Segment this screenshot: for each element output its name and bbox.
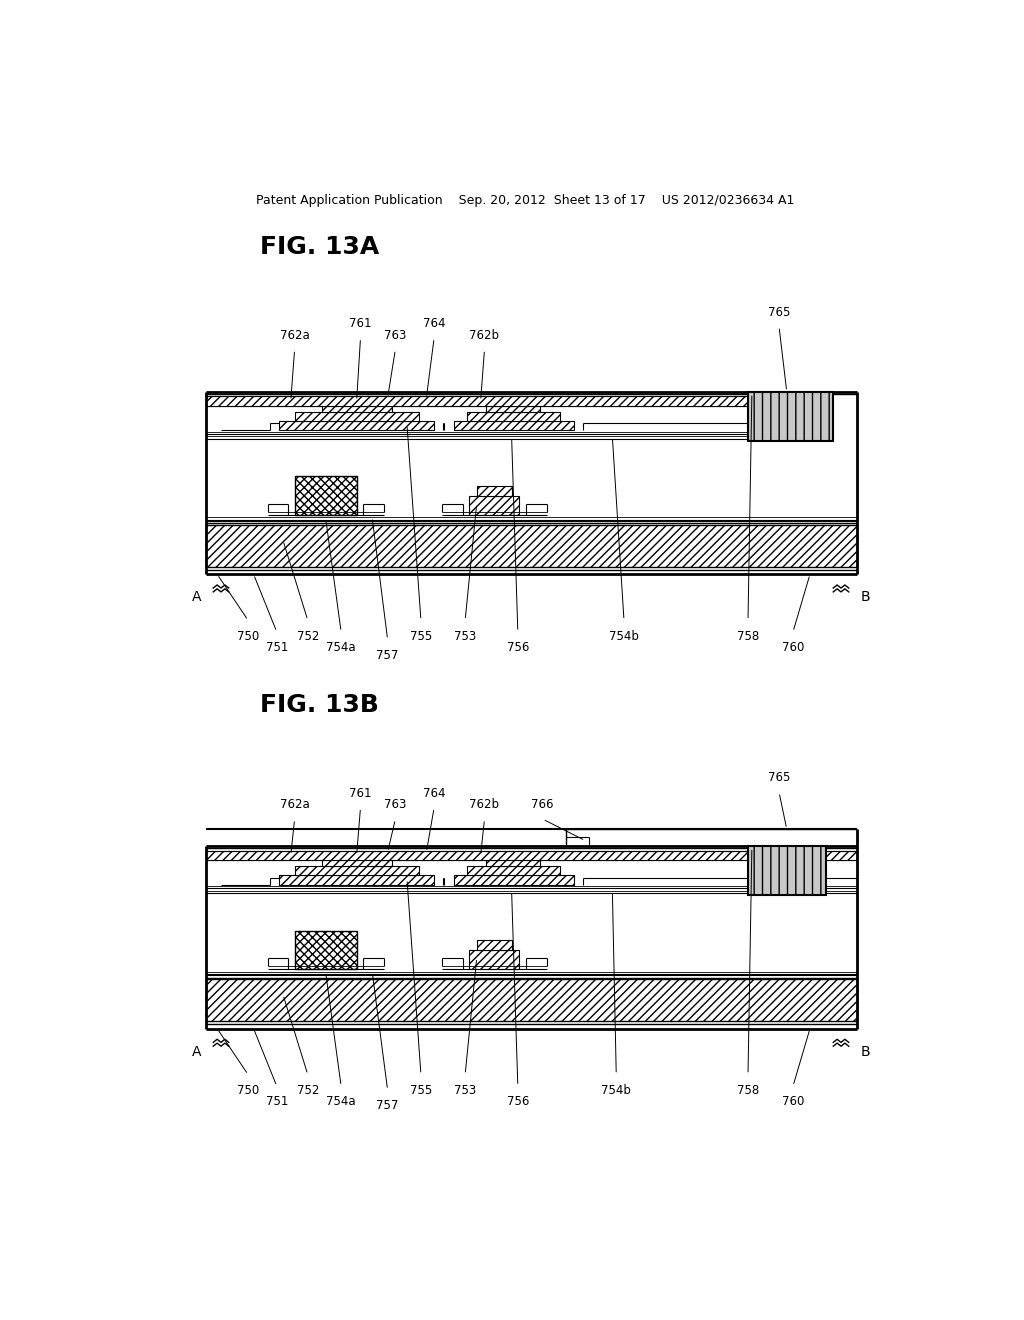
Text: FIG. 13A: FIG. 13A — [260, 235, 379, 259]
Text: 750: 750 — [237, 630, 259, 643]
Text: 755: 755 — [410, 630, 432, 643]
Bar — [469, 950, 519, 969]
Bar — [477, 486, 512, 496]
Text: 762a: 762a — [280, 329, 309, 342]
Text: 758: 758 — [737, 630, 759, 643]
Bar — [486, 404, 541, 412]
Bar — [748, 392, 834, 441]
Text: 751: 751 — [265, 1096, 288, 1109]
Text: A: A — [193, 1044, 202, 1059]
Text: 761: 761 — [349, 317, 372, 330]
Bar — [206, 979, 856, 1020]
Text: 753: 753 — [454, 630, 476, 643]
Bar — [748, 846, 825, 895]
Text: 763: 763 — [384, 799, 407, 812]
Bar — [295, 412, 419, 421]
Text: 765: 765 — [768, 771, 791, 784]
Text: Patent Application Publication    Sep. 20, 2012  Sheet 13 of 17    US 2012/02366: Patent Application Publication Sep. 20, … — [256, 194, 794, 207]
Text: B: B — [860, 590, 870, 605]
Text: 763: 763 — [384, 329, 407, 342]
Text: 756: 756 — [507, 642, 529, 655]
Text: A: A — [193, 590, 202, 605]
Text: 757: 757 — [377, 1100, 398, 1113]
Bar — [206, 396, 748, 405]
Text: 762a: 762a — [280, 799, 309, 812]
Bar — [486, 858, 541, 866]
Text: FIG. 13B: FIG. 13B — [260, 693, 379, 717]
Text: 760: 760 — [781, 642, 804, 655]
Bar — [206, 525, 856, 566]
Text: 757: 757 — [377, 649, 398, 661]
Bar — [280, 875, 434, 884]
Text: 762b: 762b — [469, 799, 500, 812]
Text: 754a: 754a — [327, 642, 356, 655]
Bar — [469, 496, 519, 515]
Bar — [454, 421, 573, 430]
Bar — [280, 421, 434, 430]
Bar — [295, 931, 356, 969]
Text: 762b: 762b — [469, 329, 500, 342]
Bar — [295, 866, 419, 875]
Bar — [454, 875, 573, 884]
Text: 756: 756 — [507, 1096, 529, 1109]
Text: 753: 753 — [454, 1084, 476, 1097]
Text: 750: 750 — [237, 1084, 259, 1097]
Text: 754a: 754a — [327, 1096, 356, 1109]
Bar — [467, 866, 560, 875]
Text: 755: 755 — [410, 1084, 432, 1097]
Text: 764: 764 — [423, 317, 445, 330]
Text: 765: 765 — [768, 305, 791, 318]
Text: 752: 752 — [297, 1084, 319, 1097]
Bar — [467, 412, 560, 421]
Text: 754b: 754b — [609, 630, 639, 643]
Text: 766: 766 — [531, 799, 554, 812]
Text: 752: 752 — [297, 630, 319, 643]
Text: 760: 760 — [781, 1096, 804, 1109]
Text: 751: 751 — [265, 642, 288, 655]
Text: 758: 758 — [737, 1084, 759, 1097]
Text: 754b: 754b — [601, 1084, 631, 1097]
Text: B: B — [860, 1044, 870, 1059]
Bar — [322, 403, 391, 412]
Bar — [206, 850, 856, 859]
Text: 764: 764 — [423, 787, 445, 800]
Bar — [295, 477, 356, 515]
Bar — [322, 857, 391, 866]
Text: 761: 761 — [349, 787, 372, 800]
Bar — [477, 940, 512, 950]
